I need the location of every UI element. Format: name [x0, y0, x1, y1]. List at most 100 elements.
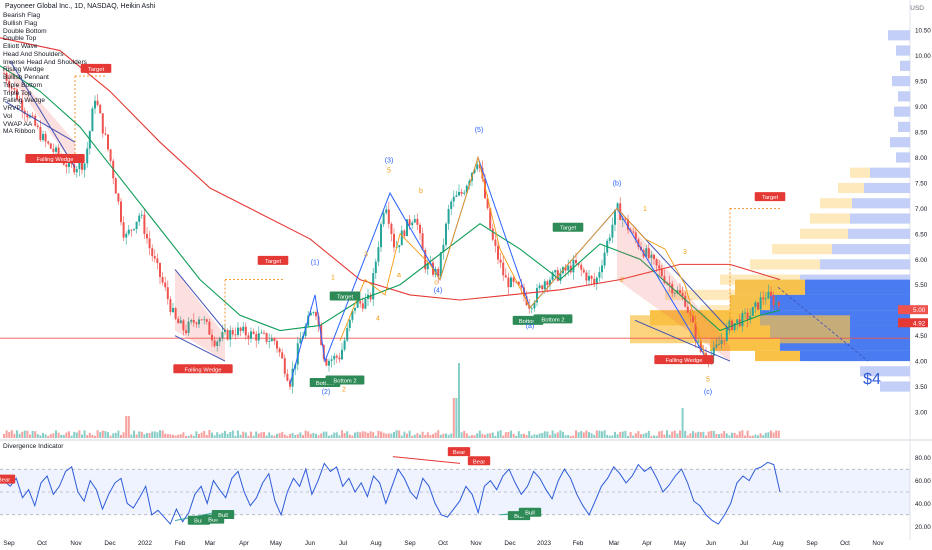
candle-body: [16, 89, 18, 100]
target-tag-text: Target: [762, 195, 779, 201]
indicator-item[interactable]: Double Top: [3, 35, 37, 43]
bear-divergence-line: [392, 456, 461, 464]
candle-body: [13, 87, 16, 90]
candle-body: [699, 340, 702, 352]
indicator-item[interactable]: Bearish Flag: [3, 12, 41, 19]
volume-bar: [182, 432, 185, 438]
indicator-item[interactable]: VWAP AA: [3, 120, 33, 128]
bull-tag-text: Bull: [218, 513, 228, 519]
volume-bar: [374, 435, 377, 438]
volume-bar: [705, 435, 707, 438]
candle-body: [328, 360, 330, 366]
candle-body: [268, 341, 271, 343]
indicator-item[interactable]: MA Ribbon: [3, 128, 36, 136]
candle-body: [109, 149, 112, 161]
volume-bar: [143, 434, 146, 438]
volume-bar: [109, 435, 112, 438]
volume-bar: [208, 430, 211, 438]
candle-body: [385, 209, 388, 213]
volume-bar: [751, 435, 754, 438]
y-tick-label: 6.50: [915, 231, 928, 238]
volume-bar: [328, 435, 330, 438]
volume-bar: [538, 433, 541, 438]
value-area-bar: [805, 279, 910, 295]
volume-bar: [138, 431, 141, 438]
candle-body: [697, 340, 700, 342]
candle-body: [603, 252, 606, 266]
candle-body: [325, 358, 328, 366]
candle-body: [465, 185, 468, 193]
indicator-item[interactable]: Triple Top: [3, 89, 32, 97]
volume-bar: [567, 434, 570, 438]
candle-body: [242, 326, 245, 331]
volume-bar: [281, 431, 284, 438]
volume-bar: [179, 434, 182, 438]
oscillator-title: Divergence Indicator: [3, 443, 64, 450]
y-tick-label: 6.00: [915, 257, 928, 264]
candle-body: [380, 224, 382, 248]
wave-label: (4): [434, 287, 443, 294]
candle-body: [658, 265, 661, 269]
indicator-item[interactable]: Rising Wedge: [3, 66, 44, 74]
volume-bar: [598, 430, 601, 438]
candle-body: [96, 100, 99, 105]
candle-body: [419, 224, 421, 234]
volume-bar: [733, 432, 736, 438]
candle-body: [686, 306, 689, 313]
volume-bar: [211, 432, 213, 438]
volume-bar: [252, 435, 255, 438]
volume-bar: [699, 432, 702, 438]
volume-bar: [429, 434, 432, 438]
indicator-item[interactable]: VRVP: [3, 105, 21, 112]
volume-bar: [255, 431, 258, 438]
volume-bar: [75, 432, 78, 438]
indicator-item[interactable]: Bullish Flag: [3, 19, 38, 27]
candle-body: [546, 281, 549, 286]
candle-body: [130, 229, 133, 231]
candle-body: [374, 261, 377, 274]
volume-bar: [473, 435, 476, 438]
x-tick-label: Oct: [37, 540, 47, 547]
candle-body: [265, 332, 268, 342]
candle-body: [523, 287, 525, 297]
volume-bar: [562, 431, 564, 438]
indicator-item[interactable]: Head And Shoulders: [3, 50, 64, 58]
bull-tag: [518, 507, 542, 517]
candle-body: [78, 161, 81, 169]
volume-bar: [289, 434, 291, 438]
volume-bar: [525, 435, 528, 438]
candle-body: [299, 338, 302, 344]
volume-bar: [55, 430, 57, 438]
volume-bar: [434, 432, 437, 438]
indicator-item[interactable]: Vol: [3, 112, 13, 120]
indicator-item[interactable]: Inverse Head And Shoulders: [3, 58, 87, 66]
indicator-legend[interactable]: Bearish Flag Bullish Flag Double Bottom Dou…: [3, 12, 87, 136]
volume-bar: [107, 432, 109, 438]
indicator-item[interactable]: Elliott Wave: [3, 43, 38, 50]
volume-bar: [387, 433, 390, 438]
candle-body: [694, 322, 697, 342]
volume-bar: [224, 430, 226, 438]
indicator-item[interactable]: Bullish Pennant: [3, 74, 49, 81]
volume-bar: [325, 431, 328, 438]
volume-bar: [101, 430, 104, 438]
volume-bar: [263, 432, 265, 438]
indicator-item[interactable]: Double Bottom: [3, 27, 47, 35]
candle-body: [645, 248, 648, 257]
indicator-item[interactable]: Triple Bottom: [3, 81, 42, 89]
candle-body: [8, 80, 11, 88]
volume-bar: [380, 431, 382, 438]
volume-bar: [546, 431, 549, 438]
candle-body: [68, 160, 70, 167]
volume-bar: [161, 430, 164, 438]
volume-profile-bar: [870, 167, 910, 178]
price-change-tag: [898, 318, 928, 328]
volume-bar: [715, 433, 718, 438]
indicator-item[interactable]: Falling Wedge: [3, 97, 46, 105]
volume-bar: [510, 430, 512, 438]
candle-body: [614, 209, 616, 225]
candle-body: [567, 265, 570, 271]
volume-bar: [382, 432, 385, 438]
